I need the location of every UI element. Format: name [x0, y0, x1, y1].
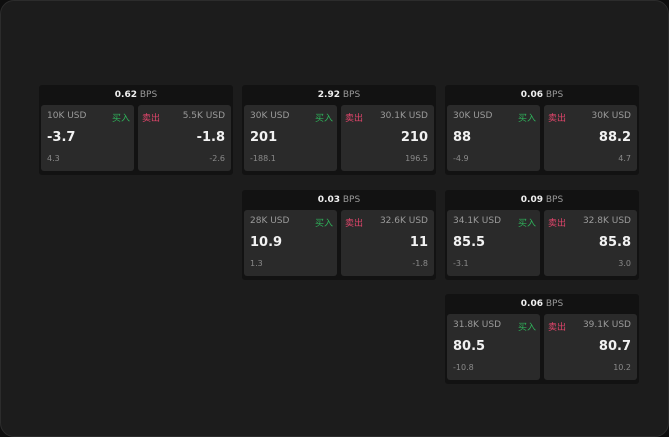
bid-change: -188.1 — [250, 154, 276, 163]
sell-label: 卖出 — [142, 114, 161, 124]
spread-value: 0.06 — [520, 90, 543, 100]
spread-value: 0.03 — [317, 195, 340, 205]
spread-header: 0.03 BPS — [242, 190, 436, 210]
spread-header: 0.62 BPS — [39, 85, 233, 105]
ask-quantity: 39.1K USD — [582, 320, 631, 330]
spread-value: 0.09 — [520, 195, 543, 205]
quote-panel: 0.06 BPS 30K USD 买入 88 -4.9 30K USD 卖出 8… — [445, 85, 639, 175]
spread-header: 2.92 BPS — [242, 85, 436, 105]
buy-cell[interactable]: 30K USD 买入 88 -4.9 — [447, 105, 540, 171]
quote-panel: 0.06 BPS 31.8K USD 买入 80.5 -10.8 39.1K U… — [445, 294, 639, 384]
buy-cell[interactable]: 10K USD 买入 -3.7 4.3 — [41, 105, 134, 171]
ask-price: 80.7 — [598, 339, 631, 354]
spread-value: 0.62 — [114, 90, 137, 100]
bid-change: 1.3 — [250, 259, 263, 268]
bid-quantity: 31.8K USD — [453, 320, 502, 330]
sell-cell[interactable]: 32.8K USD 卖出 85.8 3.0 — [544, 210, 637, 276]
ask-price: 210 — [400, 130, 428, 145]
ask-quantity: 32.8K USD — [582, 216, 631, 226]
sell-label: 卖出 — [548, 114, 567, 124]
spread-unit: BPS — [342, 195, 361, 205]
bid-price: 85.5 — [453, 235, 486, 250]
buy-cell[interactable]: 28K USD 买入 10.9 1.3 — [244, 210, 337, 276]
sell-cell[interactable]: 30.1K USD 卖出 210 196.5 — [341, 105, 434, 171]
spread-unit: BPS — [545, 195, 564, 205]
buy-cell[interactable]: 31.8K USD 买入 80.5 -10.8 — [447, 314, 540, 380]
buy-label: 买入 — [517, 114, 536, 124]
bid-quantity: 30K USD — [453, 111, 493, 121]
buy-label: 买入 — [517, 219, 536, 229]
ask-quantity: 32.6K USD — [379, 216, 428, 226]
sell-cell[interactable]: 5.5K USD 卖出 -1.8 -2.6 — [138, 105, 231, 171]
ask-change: 10.2 — [613, 363, 631, 372]
buy-cell[interactable]: 30K USD 买入 201 -188.1 — [244, 105, 337, 171]
spread-value: 2.92 — [317, 90, 340, 100]
spread-header: 0.06 BPS — [445, 294, 639, 314]
bid-change: -3.1 — [453, 259, 469, 268]
bid-quantity: 30K USD — [250, 111, 290, 121]
bid-quantity: 28K USD — [250, 216, 290, 226]
bid-quantity: 34.1K USD — [453, 216, 502, 226]
bid-price: 10.9 — [250, 235, 283, 250]
sell-label: 卖出 — [345, 219, 364, 229]
buy-label: 买入 — [314, 114, 333, 124]
spread-unit: BPS — [545, 90, 564, 100]
bid-price: 88 — [453, 130, 472, 145]
ask-change: 196.5 — [405, 154, 428, 163]
spread-unit: BPS — [545, 299, 564, 309]
sell-cell[interactable]: 39.1K USD 卖出 80.7 10.2 — [544, 314, 637, 380]
sell-label: 卖出 — [548, 323, 567, 333]
buy-label: 买入 — [314, 219, 333, 229]
buy-label: 买入 — [517, 323, 536, 333]
ask-price: 88.2 — [598, 130, 631, 145]
quote-panel: 0.03 BPS 28K USD 买入 10.9 1.3 32.6K USD 卖… — [242, 190, 436, 280]
ask-change: 4.7 — [618, 154, 631, 163]
sell-cell[interactable]: 32.6K USD 卖出 11 -1.8 — [341, 210, 434, 276]
ask-change: 3.0 — [618, 259, 631, 268]
bid-price: 80.5 — [453, 339, 486, 354]
spread-header: 0.09 BPS — [445, 190, 639, 210]
buy-cell[interactable]: 34.1K USD 买入 85.5 -3.1 — [447, 210, 540, 276]
bid-price: -3.7 — [47, 130, 76, 145]
bid-change: -4.9 — [453, 154, 469, 163]
spread-value: 0.06 — [520, 299, 543, 309]
ask-price: -1.8 — [196, 130, 225, 145]
ask-quantity: 30.1K USD — [379, 111, 428, 121]
sell-cell[interactable]: 30K USD 卖出 88.2 4.7 — [544, 105, 637, 171]
spread-header: 0.06 BPS — [445, 85, 639, 105]
ask-quantity: 30K USD — [591, 111, 631, 121]
buy-label: 买入 — [111, 114, 130, 124]
bid-change: -10.8 — [453, 363, 474, 372]
ask-price: 11 — [409, 235, 428, 250]
sell-label: 卖出 — [345, 114, 364, 124]
quote-panel: 0.62 BPS 10K USD 买入 -3.7 4.3 5.5K USD 卖出… — [39, 85, 233, 175]
quote-panel: 0.09 BPS 34.1K USD 买入 85.5 -3.1 32.8K US… — [445, 190, 639, 280]
bid-quantity: 10K USD — [47, 111, 87, 121]
bid-change: 4.3 — [47, 154, 60, 163]
spread-unit: BPS — [139, 90, 158, 100]
quote-panel: 2.92 BPS 30K USD 买入 201 -188.1 30.1K USD… — [242, 85, 436, 175]
bid-price: 201 — [250, 130, 278, 145]
ask-change: -2.6 — [209, 154, 225, 163]
sell-label: 卖出 — [548, 219, 567, 229]
ask-price: 85.8 — [598, 235, 631, 250]
ask-change: -1.8 — [412, 259, 428, 268]
ask-quantity: 5.5K USD — [182, 111, 225, 121]
spread-unit: BPS — [342, 90, 361, 100]
